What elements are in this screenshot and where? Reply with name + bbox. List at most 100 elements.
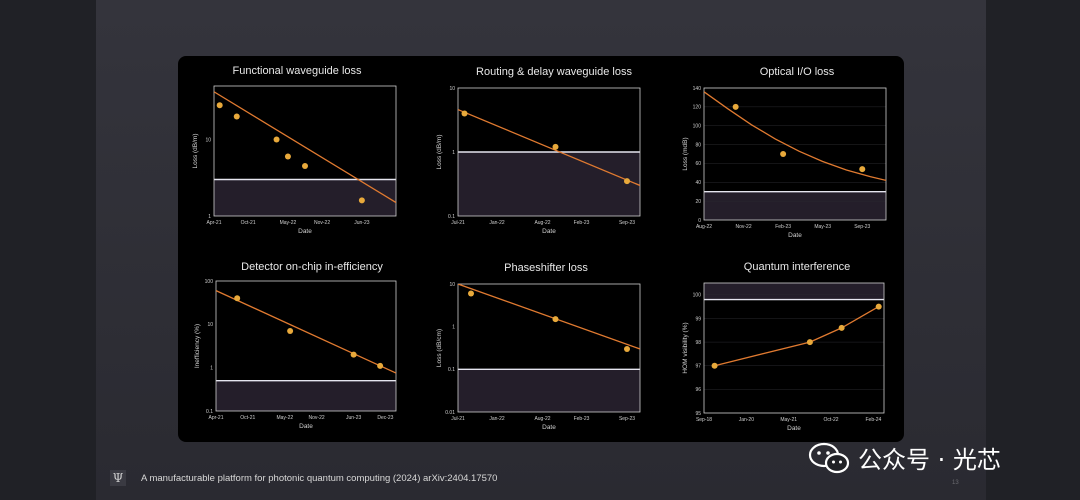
title-detector: Detector on-chip in-efficiency <box>241 261 383 273</box>
x-tick-label: Sep-18 <box>696 417 712 423</box>
data-point <box>350 351 357 358</box>
chart-phaseshifter: Jul-21 Jan-22 Aug-22 Feb-23 Sep-23 0.01 0.1 1 10… <box>436 282 641 431</box>
data-point <box>806 339 813 346</box>
title-phaseshifter: Phaseshifter loss <box>504 262 588 274</box>
data-point <box>468 290 474 297</box>
y-axis-label: HOM visibility (%) <box>682 322 689 373</box>
plot-frame <box>703 282 885 414</box>
fit-curve <box>704 91 886 182</box>
chart-routing: Jul-21 Jan-22 Aug-22 Feb-23 Sep-23 0.1 1 10 Date… <box>436 86 641 235</box>
y-tick-label: 1 <box>452 150 455 156</box>
data-point <box>875 303 882 310</box>
data-point <box>233 113 240 120</box>
x-tick-label: Feb-23 <box>574 416 590 422</box>
chart-optical_io: Aug-22 Nov-22 Feb-23 May-23 Sep-23 0 20 40 60 80 1… <box>682 86 887 239</box>
x-tick-label: Nov-22 <box>309 415 325 421</box>
y-tick-label: 0.01 <box>445 410 455 416</box>
y-axis-label: Loss (dB/cm) <box>436 329 443 367</box>
data-point <box>552 143 559 150</box>
data-point <box>780 151 787 157</box>
x-axis-label: Date <box>787 425 801 432</box>
page-number: 13 <box>952 480 959 486</box>
y-tick-label: 1 <box>452 324 455 330</box>
data-point <box>732 103 739 110</box>
fit-group <box>714 306 880 367</box>
y-tick-label: 97 <box>695 364 701 370</box>
x-tick-label: Feb-23 <box>574 220 590 226</box>
x-axis-label: Date <box>542 424 556 431</box>
data-point <box>216 102 223 109</box>
y-tick-label: 0.1 <box>206 409 213 415</box>
y-tick-label: 98 <box>695 340 701 346</box>
citation-text: A manufacturable platform for photonic q… <box>141 473 498 484</box>
x-tick-label: May-22 <box>276 415 293 421</box>
data-point <box>552 316 559 323</box>
data-point <box>461 110 468 117</box>
y-tick-label: 95 <box>695 411 701 417</box>
chart-detector: Apr-21 Oct-21 May-22 Nov-22 Jun-23 Dec-23 0.1 1… <box>194 279 397 430</box>
x-tick-label: Aug-22 <box>534 416 550 422</box>
x-tick-label: Apr-21 <box>206 220 221 226</box>
title-optical-io: Optical I/O loss <box>759 66 835 78</box>
fit-line <box>214 91 396 204</box>
chart-hom: Sep-18 Jan-20 May-21 Oct-22 Feb-24 95 96 97 98 99… <box>682 282 885 432</box>
x-tick-label: Jul-21 <box>451 220 465 226</box>
y-tick-label: 100 <box>205 279 214 285</box>
y-tick-label: 1 <box>208 214 211 220</box>
y-axis-label: Inefficiency (%) <box>194 324 201 368</box>
y-tick-label: 10 <box>449 86 455 92</box>
x-tick-label: Sep-23 <box>619 416 635 422</box>
x-tick-label: Oct-21 <box>241 220 256 226</box>
target-region <box>458 152 640 216</box>
plot-frame <box>457 87 641 217</box>
data-point <box>838 324 845 331</box>
fit-group <box>704 91 886 182</box>
y-tick-label: 10 <box>207 322 213 328</box>
y-tick-label: 0.1 <box>448 367 455 373</box>
x-tick-label: Jan-20 <box>739 417 755 423</box>
y-tick-label: 100 <box>693 293 702 299</box>
title-hom: Quantum interference <box>743 261 851 273</box>
x-axis-label: Date <box>299 423 313 430</box>
y-tick-label: 80 <box>695 142 701 148</box>
target-region <box>214 179 396 216</box>
data-point <box>302 163 308 170</box>
y-tick-label: 0.1 <box>448 214 455 220</box>
x-axis-label: Date <box>298 228 312 235</box>
data-point <box>287 328 294 335</box>
x-tick-label: Aug-22 <box>696 224 712 230</box>
data-point <box>859 166 866 173</box>
x-tick-label: Aug-22 <box>534 220 550 226</box>
x-tick-label: May-22 <box>280 220 297 226</box>
x-tick-label: Nov-22 <box>314 220 330 226</box>
x-tick-label: Dec-23 <box>377 415 393 421</box>
x-tick-label: Jul-21 <box>451 416 465 422</box>
y-tick-label: 0 <box>698 218 701 224</box>
y-tick-label: 20 <box>695 199 701 205</box>
plot-frame <box>703 87 887 221</box>
plot-frame <box>457 283 641 413</box>
chart-functional: Apr-21 Oct-21 May-22 Nov-22 Jun-23 1 10 Date Los… <box>192 85 397 235</box>
y-tick-label: 40 <box>695 180 701 186</box>
data-point <box>273 136 280 143</box>
y-tick-label: 120 <box>693 105 702 111</box>
plot-frame <box>215 280 397 412</box>
wechat-account-name: 公众号 · 光芯 <box>858 446 1001 474</box>
fit-group <box>214 91 396 204</box>
y-tick-label: 100 <box>693 124 702 130</box>
data-point <box>624 345 630 352</box>
y-tick-label: 60 <box>695 161 701 167</box>
fit-group <box>458 284 640 350</box>
x-tick-label: Oct-21 <box>240 415 255 421</box>
y-axis-label: Loss (dB/m) <box>436 134 443 169</box>
target-region <box>704 283 884 300</box>
fit-line <box>458 284 640 350</box>
x-tick-label: Feb-23 <box>775 224 791 230</box>
x-tick-label: Nov-22 <box>736 224 752 230</box>
fit-group <box>216 290 396 374</box>
fit-group <box>458 108 640 187</box>
wechat-icon <box>808 442 850 473</box>
data-point <box>624 178 630 185</box>
psiquantum-logo: Ψ <box>110 470 126 486</box>
